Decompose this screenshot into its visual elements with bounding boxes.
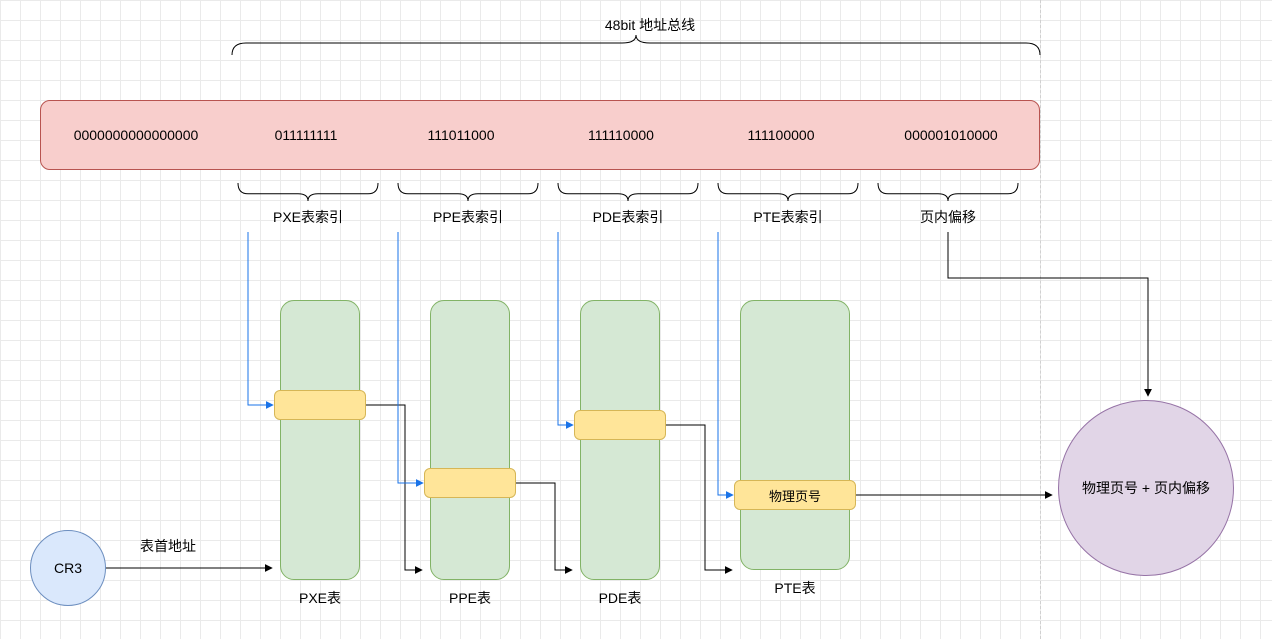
title-label: 48bit 地址总线 xyxy=(560,15,740,35)
pde-table xyxy=(580,300,660,580)
cr3-arrow-label: 表首地址 xyxy=(140,536,196,556)
address-segment-1: 011111111 xyxy=(231,127,381,143)
address-segment-5: 000001010000 xyxy=(861,127,1041,143)
pte-entry: 物理页号 xyxy=(734,480,856,510)
address-segment-2: 111011000 xyxy=(381,127,541,143)
pxe-table-label: PXE表 xyxy=(280,588,360,608)
pte-table xyxy=(740,300,850,570)
pxe-table xyxy=(280,300,360,580)
ppe-table-label: PPE表 xyxy=(430,588,510,608)
address-segment-0: 0000000000000000 xyxy=(41,127,231,143)
pte-table-label: PTE表 xyxy=(740,578,850,598)
dashed-boundary-line xyxy=(1040,0,1041,639)
ppe-table xyxy=(430,300,510,580)
pde-table-label: PDE表 xyxy=(580,588,660,608)
address-segment-3: 111110000 xyxy=(541,127,701,143)
field-label-0: PXE表索引 xyxy=(258,207,358,227)
result-circle: 物理页号 + 页内偏移 xyxy=(1058,400,1234,576)
address-segment-4: 111100000 xyxy=(701,127,861,143)
address-box: 0000000000000000011111111111011000111110… xyxy=(40,100,1040,170)
field-label-4: 页内偏移 xyxy=(898,207,998,227)
field-label-1: PPE表索引 xyxy=(418,207,518,227)
pde-entry xyxy=(574,410,666,440)
field-label-3: PTE表索引 xyxy=(738,207,838,227)
cr3-circle: CR3 xyxy=(30,530,106,606)
ppe-entry xyxy=(424,468,516,498)
field-label-2: PDE表索引 xyxy=(578,207,678,227)
pxe-entry xyxy=(274,390,366,420)
